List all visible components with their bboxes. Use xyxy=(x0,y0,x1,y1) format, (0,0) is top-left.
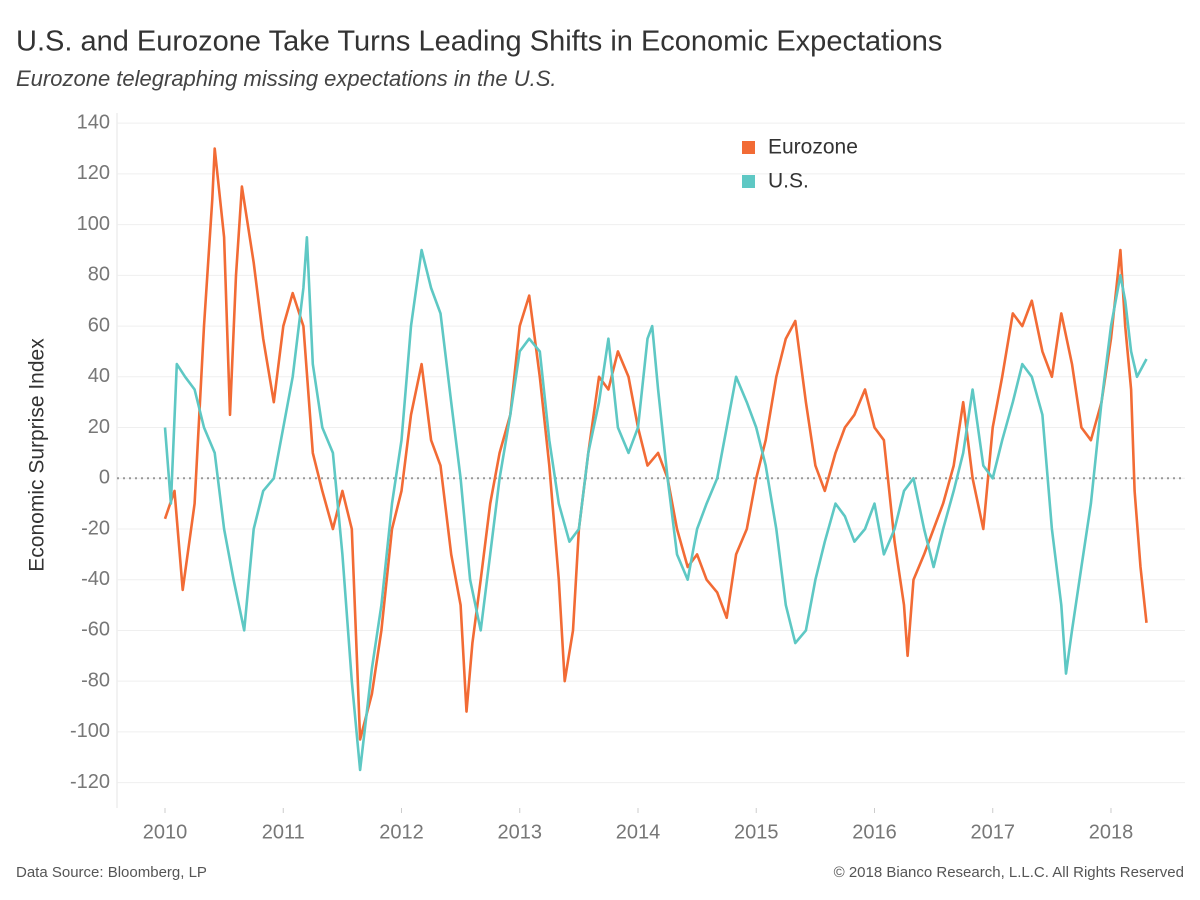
chart-title: U.S. and Eurozone Take Turns Leading Shi… xyxy=(16,26,942,58)
x-tick-label: 2015 xyxy=(734,821,779,843)
y-tick-label: -120 xyxy=(70,771,110,793)
y-tick-label: 140 xyxy=(77,111,110,133)
y-tick-label: -20 xyxy=(81,517,110,539)
series-line xyxy=(163,147,1148,741)
x-tick-label: 2012 xyxy=(379,821,424,843)
y-tick-label: 0 xyxy=(99,467,110,489)
y-tick-label: -60 xyxy=(81,619,110,641)
series-line xyxy=(163,236,1148,772)
x-tick-label: 2013 xyxy=(497,821,542,843)
copyright-note: © 2018 Bianco Research, L.L.C. All Right… xyxy=(834,864,1184,881)
legend-label: U.S. xyxy=(768,170,809,193)
y-tick-label: 100 xyxy=(77,213,110,235)
y-tick-label: -80 xyxy=(81,669,110,691)
chart-subtitle: Eurozone telegraphing missing expectatio… xyxy=(16,66,557,91)
y-tick-label: 80 xyxy=(88,264,110,286)
legend-swatch xyxy=(742,175,755,188)
legend-label: Eurozone xyxy=(768,136,858,159)
x-tick-label: 2018 xyxy=(1089,821,1134,843)
x-tick-label: 2016 xyxy=(852,821,897,843)
source-note: Data Source: Bloomberg, LP xyxy=(16,864,207,881)
legend-swatch xyxy=(742,141,755,154)
y-tick-label: -40 xyxy=(81,568,110,590)
y-tick-label: 40 xyxy=(88,365,110,387)
x-tick-label: 2011 xyxy=(262,821,305,843)
y-tick-label: 60 xyxy=(88,314,110,336)
y-axis-label: Economic Surprise Index xyxy=(26,338,49,572)
y-tick-label: -100 xyxy=(70,720,110,742)
x-tick-label: 2017 xyxy=(970,821,1015,843)
y-tick-label: 20 xyxy=(88,416,110,438)
x-tick-label: 2010 xyxy=(143,821,188,843)
x-tick-label: 2014 xyxy=(616,821,661,843)
y-tick-label: 120 xyxy=(77,162,110,184)
